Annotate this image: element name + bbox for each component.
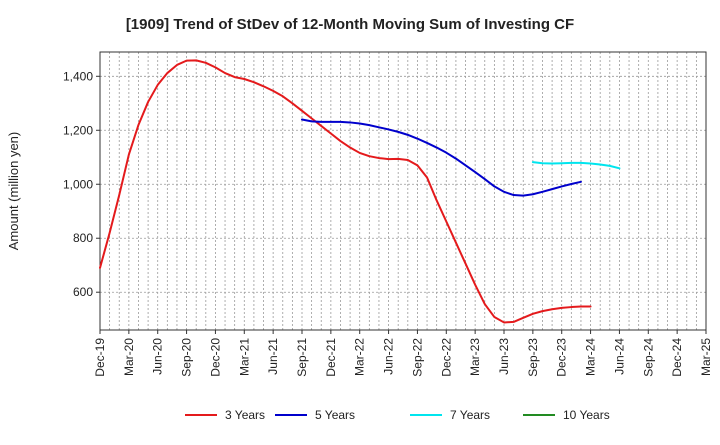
x-tick-label: Mar-24: [584, 338, 598, 376]
y-tick-label: 800: [73, 231, 93, 245]
x-tick-label: Sep-24: [641, 338, 655, 377]
y-tick-label: 600: [73, 285, 93, 299]
x-tick-label: Dec-23: [555, 338, 569, 377]
x-tick-label: Mar-25: [699, 338, 713, 376]
x-tick-label: Dec-19: [93, 338, 107, 377]
axes: 600 800 1,000 1,200 1,400 Dec-19 Mar-20 Jun-20 S…: [63, 69, 713, 376]
legend-label: 3 Years: [225, 408, 265, 422]
legend-label: 5 Years: [315, 408, 355, 422]
legend: 3 Years 5 Years 7 Years 10 Years: [185, 408, 610, 422]
legend-item-3-years: 3 Years: [185, 408, 265, 422]
legend-item-10-years: 10 Years: [523, 408, 610, 422]
series-lines: [99, 59, 621, 324]
legend-item-7-years: 7 Years: [410, 408, 490, 422]
x-tick-label: Sep-20: [180, 338, 194, 377]
x-tick-label: Dec-24: [670, 338, 684, 377]
x-tick-label: Mar-21: [237, 338, 251, 376]
y-tick-label: 1,200: [63, 123, 93, 137]
x-tick-label: Jun-22: [382, 338, 396, 375]
y-tick-label: 1,400: [63, 69, 93, 83]
series-line-3-years: [99, 59, 592, 324]
legend-label: 7 Years: [450, 408, 490, 422]
x-tick-label: Jun-23: [497, 338, 511, 375]
x-tick-label: Sep-23: [526, 338, 540, 377]
x-tick-label: Jun-24: [612, 338, 626, 375]
x-tick-label: Jun-21: [266, 338, 280, 375]
series-line-7-years: [531, 161, 621, 170]
x-tick-label: Mar-23: [468, 338, 482, 376]
legend-label: 10 Years: [563, 408, 610, 422]
x-tick-label: Mar-20: [122, 338, 136, 376]
x-tick-label: Sep-21: [295, 338, 309, 377]
x-tick-label: Jun-20: [151, 338, 165, 375]
x-tick-label: Dec-22: [439, 338, 453, 377]
series-line-5-years: [301, 118, 582, 197]
legend-item-5-years: 5 Years: [275, 408, 355, 422]
plot-frame: [99, 51, 707, 331]
grid: [100, 52, 706, 330]
x-tick-label: Dec-20: [208, 338, 222, 377]
x-tick-label: Dec-21: [324, 338, 338, 377]
x-tick-label: Sep-22: [410, 338, 424, 377]
chart-title: [1909] Trend of StDev of 12-Month Moving…: [126, 16, 574, 33]
y-tick-label: 1,000: [63, 177, 93, 191]
y-axis-label: Amount (million yen): [6, 132, 21, 251]
x-tick-label: Mar-22: [353, 338, 367, 376]
